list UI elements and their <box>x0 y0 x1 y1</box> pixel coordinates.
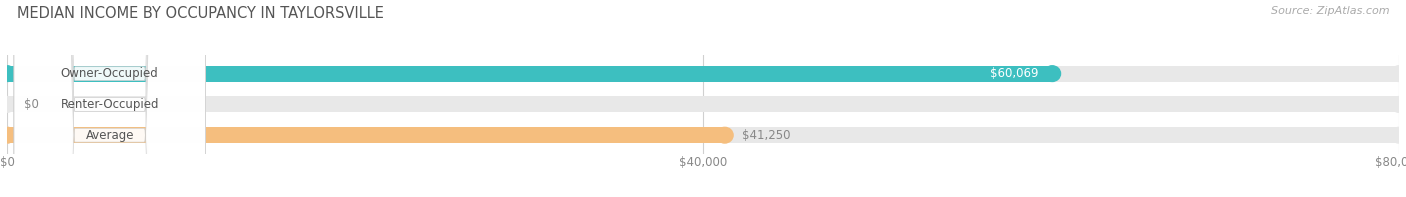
Text: $0: $0 <box>24 98 39 111</box>
FancyBboxPatch shape <box>14 0 205 197</box>
Text: MEDIAN INCOME BY OCCUPANCY IN TAYLORSVILLE: MEDIAN INCOME BY OCCUPANCY IN TAYLORSVIL… <box>17 6 384 21</box>
Bar <box>7 66 1052 82</box>
Bar <box>7 127 1399 143</box>
FancyBboxPatch shape <box>14 0 205 197</box>
Ellipse shape <box>0 127 15 143</box>
Ellipse shape <box>1391 97 1406 112</box>
Ellipse shape <box>1043 66 1060 82</box>
Ellipse shape <box>0 66 15 82</box>
Text: Average: Average <box>86 129 134 142</box>
Ellipse shape <box>1391 66 1406 82</box>
Text: Renter-Occupied: Renter-Occupied <box>60 98 159 111</box>
Ellipse shape <box>0 66 15 82</box>
FancyBboxPatch shape <box>14 0 205 197</box>
Ellipse shape <box>717 127 733 143</box>
Text: $41,250: $41,250 <box>742 129 790 142</box>
Bar <box>7 66 1399 82</box>
Ellipse shape <box>1391 127 1406 143</box>
Ellipse shape <box>0 97 15 112</box>
Bar <box>7 127 724 143</box>
Text: Source: ZipAtlas.com: Source: ZipAtlas.com <box>1271 6 1389 16</box>
Bar <box>7 96 1399 112</box>
Ellipse shape <box>0 127 15 143</box>
Text: $60,069: $60,069 <box>990 67 1038 80</box>
Text: Owner-Occupied: Owner-Occupied <box>60 67 159 80</box>
